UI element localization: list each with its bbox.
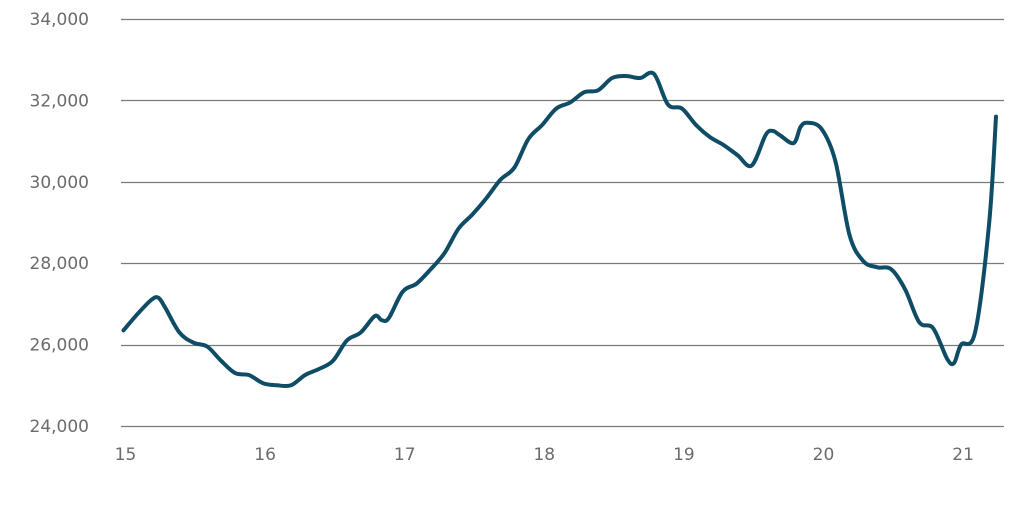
- data-point: [471, 212, 475, 216]
- x-tick-label: 19: [673, 445, 695, 465]
- x-axis-tick-labels: 15 16 17 18 19 20 21: [115, 445, 974, 465]
- data-point: [247, 373, 251, 377]
- y-tick-label: 32,000: [30, 91, 89, 111]
- data-point: [666, 102, 670, 106]
- data-point: [708, 135, 712, 139]
- data-point: [994, 115, 998, 119]
- data-point: [317, 367, 321, 371]
- y-axis-tick-labels: 24,000 26,000 28,000 30,000 32,000 34,000: [30, 10, 89, 437]
- data-point: [233, 371, 237, 375]
- data-point: [401, 290, 405, 294]
- x-tick-label: 17: [394, 445, 416, 465]
- data-point: [820, 127, 824, 131]
- data-point: [205, 345, 209, 349]
- data-point: [694, 123, 698, 127]
- data-point: [540, 123, 544, 127]
- y-tick-label: 26,000: [30, 336, 89, 356]
- data-point: [875, 265, 879, 269]
- data-point: [415, 282, 419, 286]
- data-point: [191, 341, 195, 345]
- data-point: [952, 361, 956, 365]
- data-point: [512, 166, 516, 170]
- data-point: [750, 164, 754, 168]
- data-point: [149, 298, 153, 302]
- y-tick-label: 30,000: [30, 173, 89, 193]
- data-point: [380, 318, 384, 322]
- data-point: [652, 72, 656, 76]
- data-point: [275, 383, 279, 387]
- data-point: [722, 143, 726, 147]
- data-point: [568, 100, 572, 104]
- data-point: [345, 339, 349, 343]
- data-point: [554, 107, 558, 111]
- series-line-0: [121, 70, 998, 389]
- data-point: [219, 359, 223, 363]
- data-point: [931, 326, 935, 330]
- data-point: [973, 330, 977, 334]
- data-point: [987, 223, 991, 227]
- data-point: [847, 233, 851, 237]
- data-point: [429, 267, 433, 271]
- data-point: [498, 178, 502, 182]
- x-tick-label: 18: [533, 445, 555, 465]
- y-tick-label: 34,000: [30, 10, 89, 30]
- data-point: [359, 330, 363, 334]
- data-point: [903, 288, 907, 292]
- data-point: [387, 316, 391, 320]
- y-tick-label: 28,000: [30, 254, 89, 274]
- x-tick-label: 15: [115, 445, 137, 465]
- data-point: [457, 227, 461, 231]
- data-point: [331, 359, 335, 363]
- data-point: [373, 314, 377, 318]
- data-point: [806, 121, 810, 125]
- x-tick-label: 16: [254, 445, 276, 465]
- data-point: [582, 90, 586, 94]
- data-point: [771, 129, 775, 133]
- data-point: [889, 267, 893, 271]
- data-point: [861, 259, 865, 263]
- x-tick-label: 21: [952, 445, 974, 465]
- data-point: [261, 381, 265, 385]
- data-point: [833, 159, 837, 163]
- x-tick-label: 20: [813, 445, 835, 465]
- data-point: [484, 196, 488, 200]
- data-point: [799, 125, 803, 129]
- gridlines: [121, 18, 1004, 428]
- series-group: [121, 70, 998, 389]
- data-point: [610, 76, 614, 80]
- data-point: [596, 88, 600, 92]
- data-point: [917, 320, 921, 324]
- data-point: [959, 343, 963, 347]
- data-point: [792, 141, 796, 145]
- data-point: [177, 330, 181, 334]
- data-point: [303, 373, 307, 377]
- data-point: [638, 76, 642, 80]
- data-point: [736, 153, 740, 157]
- data-point: [135, 312, 139, 316]
- data-point: [680, 107, 684, 111]
- data-point: [945, 357, 949, 361]
- data-point: [289, 383, 293, 387]
- data-point: [156, 296, 160, 300]
- y-tick-label: 24,000: [30, 417, 89, 437]
- data-point: [443, 251, 447, 255]
- data-point: [764, 133, 768, 137]
- data-point: [526, 137, 530, 141]
- data-point: [624, 74, 628, 78]
- data-point: [778, 133, 782, 137]
- data-point: [122, 328, 126, 332]
- data-point: [163, 306, 167, 310]
